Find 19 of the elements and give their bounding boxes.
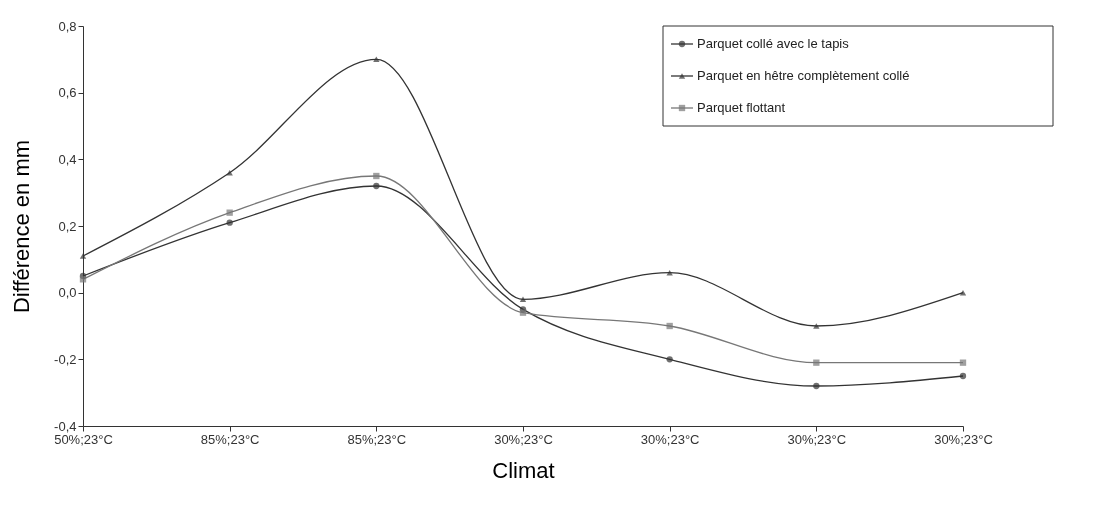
x-tick-label: 85%;23°C (347, 431, 407, 447)
y-tick-label: -0,4 (54, 418, 77, 434)
x-tick-label: 30%;23°C (494, 431, 553, 447)
y-tick-label: 0,4 (58, 151, 77, 167)
y-tick-label: 0,8 (58, 18, 77, 34)
y-tick-label: 0,2 (58, 218, 77, 234)
y-axis-title: Différence en mm (9, 139, 35, 314)
y-tick-label: 0,6 (58, 85, 77, 101)
x-tick-label: 30%;23°C (640, 431, 700, 447)
y-tick-label: -0,2 (54, 351, 77, 367)
x-tick-label: 30%;23°C (787, 431, 847, 447)
x-tick-label: 50%;23°C (54, 431, 113, 447)
x-tick-label: 30%;23°C (934, 431, 993, 447)
x-tick-label: 85%;23°C (200, 431, 260, 447)
legend-label: Parquet flottant (697, 100, 786, 115)
legend-label: Parquet en hêtre complètement collé (697, 68, 910, 83)
y-tick-label: 0,0 (58, 285, 77, 301)
x-axis-title: Climat (492, 457, 555, 483)
legend-label: Parquet collé avec le tapis (697, 36, 850, 51)
